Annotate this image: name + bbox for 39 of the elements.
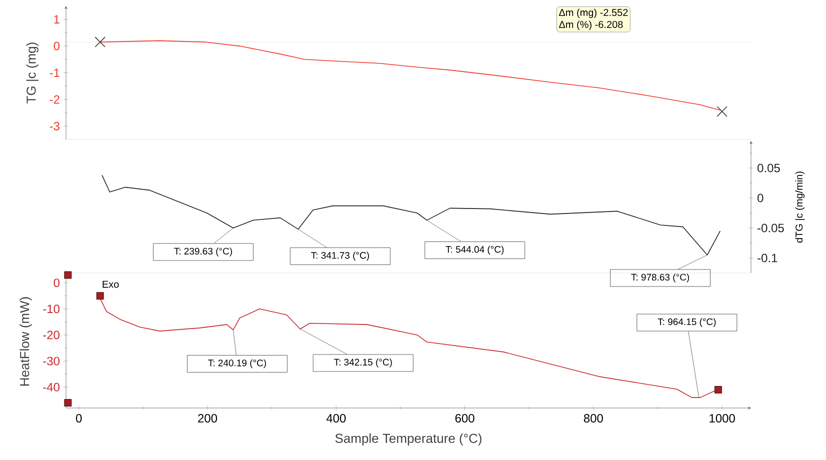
y-tick-label: -1 [50,68,60,77]
annotation: T: 978.63 (°C) [631,274,690,282]
line-series [100,40,721,111]
y-tick-label: -40 [43,382,60,392]
annotation: T: 342.15 (°C) [334,358,392,368]
annotation: Δm (mg) -2.552 [559,8,628,18]
x-tick-label: 1000 [710,414,735,423]
point [96,292,104,300]
y-tick-label: 0 [758,194,764,202]
annotation: T: 240.19 (°C) [208,359,266,368]
y-tick-label: 1 [54,15,60,24]
y-tick-label: -0.05 [758,224,784,232]
y-axis-title: HeatFlow (mW) [20,297,32,386]
annotation: T: 341.73 (°C) [311,252,369,261]
y-tick-label: -20 [43,330,60,340]
point [714,386,722,394]
x-tick-label: 0 [76,414,82,423]
y-tick-label: -2 [50,95,60,104]
y-tick-label: -10 [43,304,60,314]
annotation: T: 964.15 (°C) [658,318,716,327]
x-axis-title: Sample Temperature (°C) [335,433,482,446]
y-tick-label: 0 [54,42,60,50]
annotation: T: 544.04 (°C) [446,246,504,255]
annotation: Δm (%) -6.208 [559,20,623,30]
annotation: Exo [102,280,119,288]
y-tick-label: -0.1 [758,254,778,262]
point [64,271,72,279]
y-tick-label: 0 [54,278,60,288]
y-tick-label: -3 [50,122,60,130]
x-tick-label: 400 [326,414,346,423]
y-tick-label: -30 [43,356,60,366]
x-tick-label: 600 [455,414,474,423]
x-tick-label: 200 [198,414,218,423]
annotation: T: 239.63 (°C) [174,248,232,256]
x-tick-label: 800 [584,414,603,423]
y-axis-title: dTG |c (mg/min) [795,172,805,243]
y-axis-title: TG |c (mg) [26,42,38,104]
point [64,399,72,406]
y-tick-label: 0.05 [758,164,780,172]
